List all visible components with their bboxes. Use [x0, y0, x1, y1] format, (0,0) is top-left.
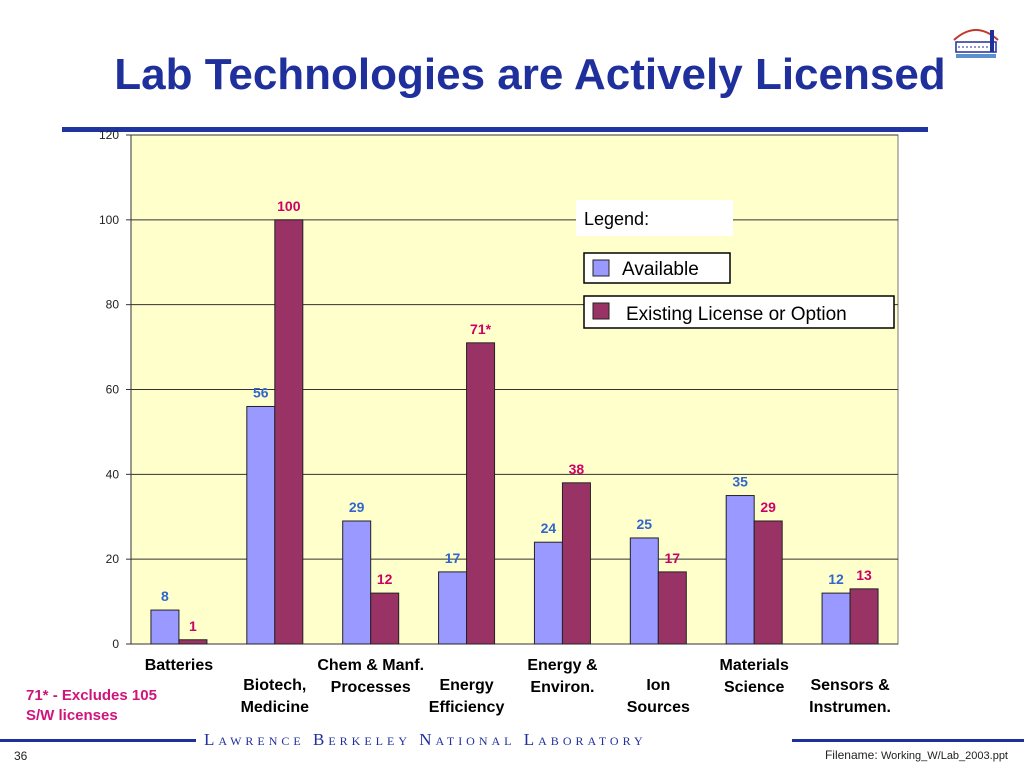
legend-entry-label: Available [622, 259, 699, 280]
data-label: 12 [377, 571, 393, 587]
data-label: 12 [828, 571, 844, 587]
bar [150, 609, 180, 645]
legend-swatch [592, 302, 610, 320]
y-tick-label: 60 [106, 383, 120, 397]
bars [150, 219, 879, 645]
bar [466, 342, 496, 645]
footnote: 71* - Excludes 105 S/W licenses [26, 686, 157, 726]
data-label: 35 [732, 474, 748, 490]
bar [370, 592, 400, 645]
data-label: 24 [541, 520, 557, 536]
data-labels: 8 1 56 100 29 12 17 71* 24 38 25 17 35 29 12 13 [161, 198, 872, 634]
y-tick-label: 0 [112, 637, 119, 651]
y-tick-label: 20 [106, 552, 120, 566]
filename-label: Filename: [824, 748, 878, 762]
filename-value: Working_W/Lab_2003.ppt [881, 750, 1008, 762]
data-label: 1 [189, 618, 197, 634]
legend-swatch [592, 259, 610, 277]
data-label: 17 [665, 550, 681, 566]
bar [178, 639, 208, 645]
bar [821, 592, 851, 645]
footnote-line-1: 71* - Excludes 105 [26, 687, 157, 704]
lab-logo-icon [953, 29, 999, 58]
category-label: Environ. [530, 679, 594, 696]
bar [753, 520, 783, 645]
y-tick-label: 120 [99, 128, 119, 142]
category-label: Efficiency [429, 699, 505, 716]
bar [438, 571, 468, 645]
category-label: Materials [720, 657, 789, 674]
data-label: 25 [637, 516, 653, 532]
data-label: 38 [569, 461, 585, 477]
legend-title-box [576, 200, 733, 236]
bar [725, 495, 755, 645]
legend-title: Legend: [584, 209, 649, 229]
legend-entry-label: Existing License or Option [626, 304, 847, 325]
category-label: Instrumen. [809, 699, 891, 716]
category-label: Processes [331, 679, 411, 696]
category-label: Sensors & [810, 677, 890, 694]
category-label: Sources [627, 699, 690, 716]
bar [246, 405, 276, 645]
data-label: 29 [760, 499, 776, 515]
category-label: Biotech, [243, 677, 306, 694]
page-title: Lab Technologies are Actively Licensed [114, 50, 946, 99]
data-label: 17 [445, 550, 461, 566]
footer-rule-left [0, 739, 196, 742]
data-label: 13 [856, 567, 872, 583]
category-labels: Batteries Biotech, Medicine Chem & Manf. Pro… [145, 657, 891, 716]
category-label: Science [724, 679, 785, 696]
data-label: 56 [253, 384, 269, 400]
y-tick-label: 100 [99, 213, 119, 227]
bar [561, 482, 591, 645]
category-label: Energy [439, 677, 493, 694]
footer-lab-name: Lawrence Berkeley National Laboratory [204, 730, 647, 749]
filename-note: Filename: Working_W/Lab_2003.ppt [825, 748, 1008, 762]
data-label: 29 [349, 499, 365, 515]
bar [849, 588, 879, 645]
bar [274, 219, 304, 645]
data-label: 8 [161, 588, 169, 604]
legend-entry-box [583, 295, 895, 329]
y-tick-label: 40 [106, 467, 120, 481]
footnote-line-2: S/W licenses [26, 707, 118, 724]
bar [342, 520, 372, 645]
category-label: Chem & Manf. [317, 657, 424, 674]
y-tick-label: 80 [106, 298, 120, 312]
category-label: Batteries [145, 657, 214, 674]
category-label: Medicine [241, 699, 310, 716]
data-label: 100 [277, 198, 301, 214]
footer-rule-right [792, 739, 1024, 742]
bar [657, 571, 687, 645]
category-label: Ion [646, 677, 670, 694]
data-label: 71* [470, 321, 492, 337]
bar [533, 541, 563, 645]
category-label: Energy & [527, 657, 598, 674]
legend: Legend: Available Existing License or Opti… [576, 200, 895, 329]
bar [629, 537, 659, 645]
title-divider [62, 127, 928, 132]
page-number: 36 [14, 749, 28, 763]
